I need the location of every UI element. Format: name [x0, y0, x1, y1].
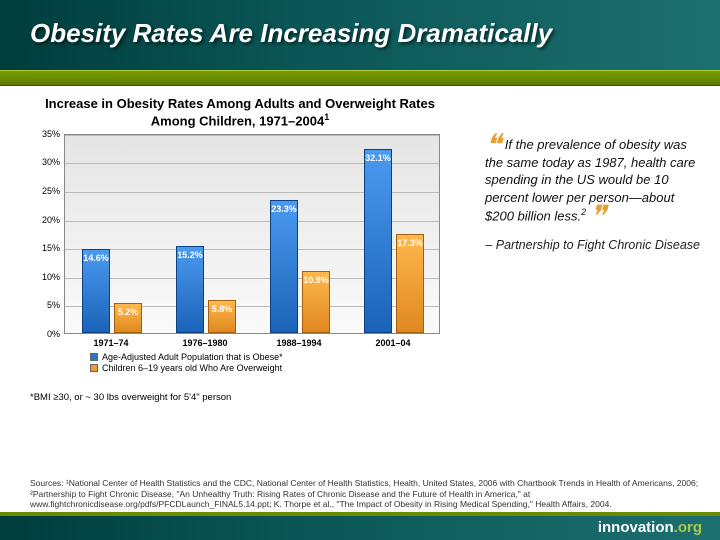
legend-swatch-orange: [90, 364, 98, 372]
y-tick-label: 15%: [30, 243, 60, 253]
slide: Obesity Rates Are Increasing Dramaticall…: [0, 0, 720, 540]
y-tick-label: 5%: [30, 300, 60, 310]
chart-legend: Age-Adjusted Adult Population that is Ob…: [90, 352, 297, 374]
bar-children: 5.2%: [114, 303, 142, 333]
bar-value-label: 32.1%: [365, 153, 391, 163]
obesity-bar-chart: 14.6% 5.2% 15.2% 5.8% 23.3% 10.9% 32.1% 17.3% 0…: [30, 134, 440, 364]
footer-suffix: .org: [674, 519, 702, 536]
bar-adults: 23.3%: [270, 200, 298, 333]
y-tick-label: 35%: [30, 129, 60, 139]
accent-bar: [0, 70, 720, 86]
bar-children: 5.8%: [208, 300, 236, 333]
y-tick-label: 0%: [30, 329, 60, 339]
legend-swatch-blue: [90, 353, 98, 361]
bar-value-label: 14.6%: [83, 253, 109, 263]
footer-logo: innovation.org: [598, 519, 702, 536]
x-tick-label: 2001–04: [346, 338, 440, 348]
y-tick-label: 25%: [30, 186, 60, 196]
chart-title-sup: 1: [324, 112, 329, 122]
y-tick-label: 10%: [30, 272, 60, 282]
footer-bar: innovation.org: [0, 512, 720, 540]
bar-value-label: 10.9%: [303, 275, 329, 285]
bar-value-label: 5.2%: [115, 307, 141, 317]
legend-item-adults: Age-Adjusted Adult Population that is Ob…: [90, 352, 283, 362]
quote-attribution: – Partnership to Fight Chronic Disease: [485, 237, 700, 254]
chart-plot: 14.6% 5.2% 15.2% 5.8% 23.3% 10.9% 32.1% 17.3%: [64, 134, 440, 334]
bar-value-label: 23.3%: [271, 204, 297, 214]
legend-label-adults: Age-Adjusted Adult Population that is Ob…: [102, 352, 283, 362]
bar-children: 10.9%: [302, 271, 330, 333]
bar-value-label: 15.2%: [177, 250, 203, 260]
bar-value-label: 17.3%: [397, 238, 423, 248]
x-tick-label: 1971–74: [64, 338, 158, 348]
chart-title-line1: Increase in Obesity Rates Among Adults a…: [45, 96, 435, 111]
page-title: Obesity Rates Are Increasing Dramaticall…: [30, 18, 720, 49]
close-quote-icon: ❞: [590, 201, 606, 234]
gridline: [65, 135, 439, 136]
chart-title-line2: Among Children, 1971–2004: [151, 114, 324, 129]
y-tick-label: 20%: [30, 215, 60, 225]
footer-brand: innovation: [598, 519, 674, 536]
legend-item-children: Children 6–19 years old Who Are Overweig…: [90, 363, 282, 373]
quote-block: ❝ If the prevalence of obesity was the s…: [485, 136, 700, 254]
bar-adults: 15.2%: [176, 246, 204, 333]
chart-title: Increase in Obesity Rates Among Adults a…: [30, 96, 450, 130]
content-area: Increase in Obesity Rates Among Adults a…: [0, 86, 720, 512]
legend-label-children: Children 6–19 years old Who Are Overweig…: [102, 363, 282, 373]
bar-adults: 32.1%: [364, 149, 392, 332]
bar-adults: 14.6%: [82, 249, 110, 332]
footnote-bmi: *BMI ≥30, or ~ 30 lbs overweight for 5'4…: [30, 392, 450, 403]
title-band: Obesity Rates Are Increasing Dramaticall…: [0, 0, 720, 70]
bar-children: 17.3%: [396, 234, 424, 333]
sources-text: Sources: ¹National Center of Health Stat…: [30, 478, 700, 510]
x-tick-label: 1988–1994: [252, 338, 346, 348]
bar-value-label: 5.8%: [209, 304, 235, 314]
quote-sup: 2: [581, 207, 586, 217]
y-tick-label: 30%: [30, 157, 60, 167]
x-tick-label: 1976–1980: [158, 338, 252, 348]
